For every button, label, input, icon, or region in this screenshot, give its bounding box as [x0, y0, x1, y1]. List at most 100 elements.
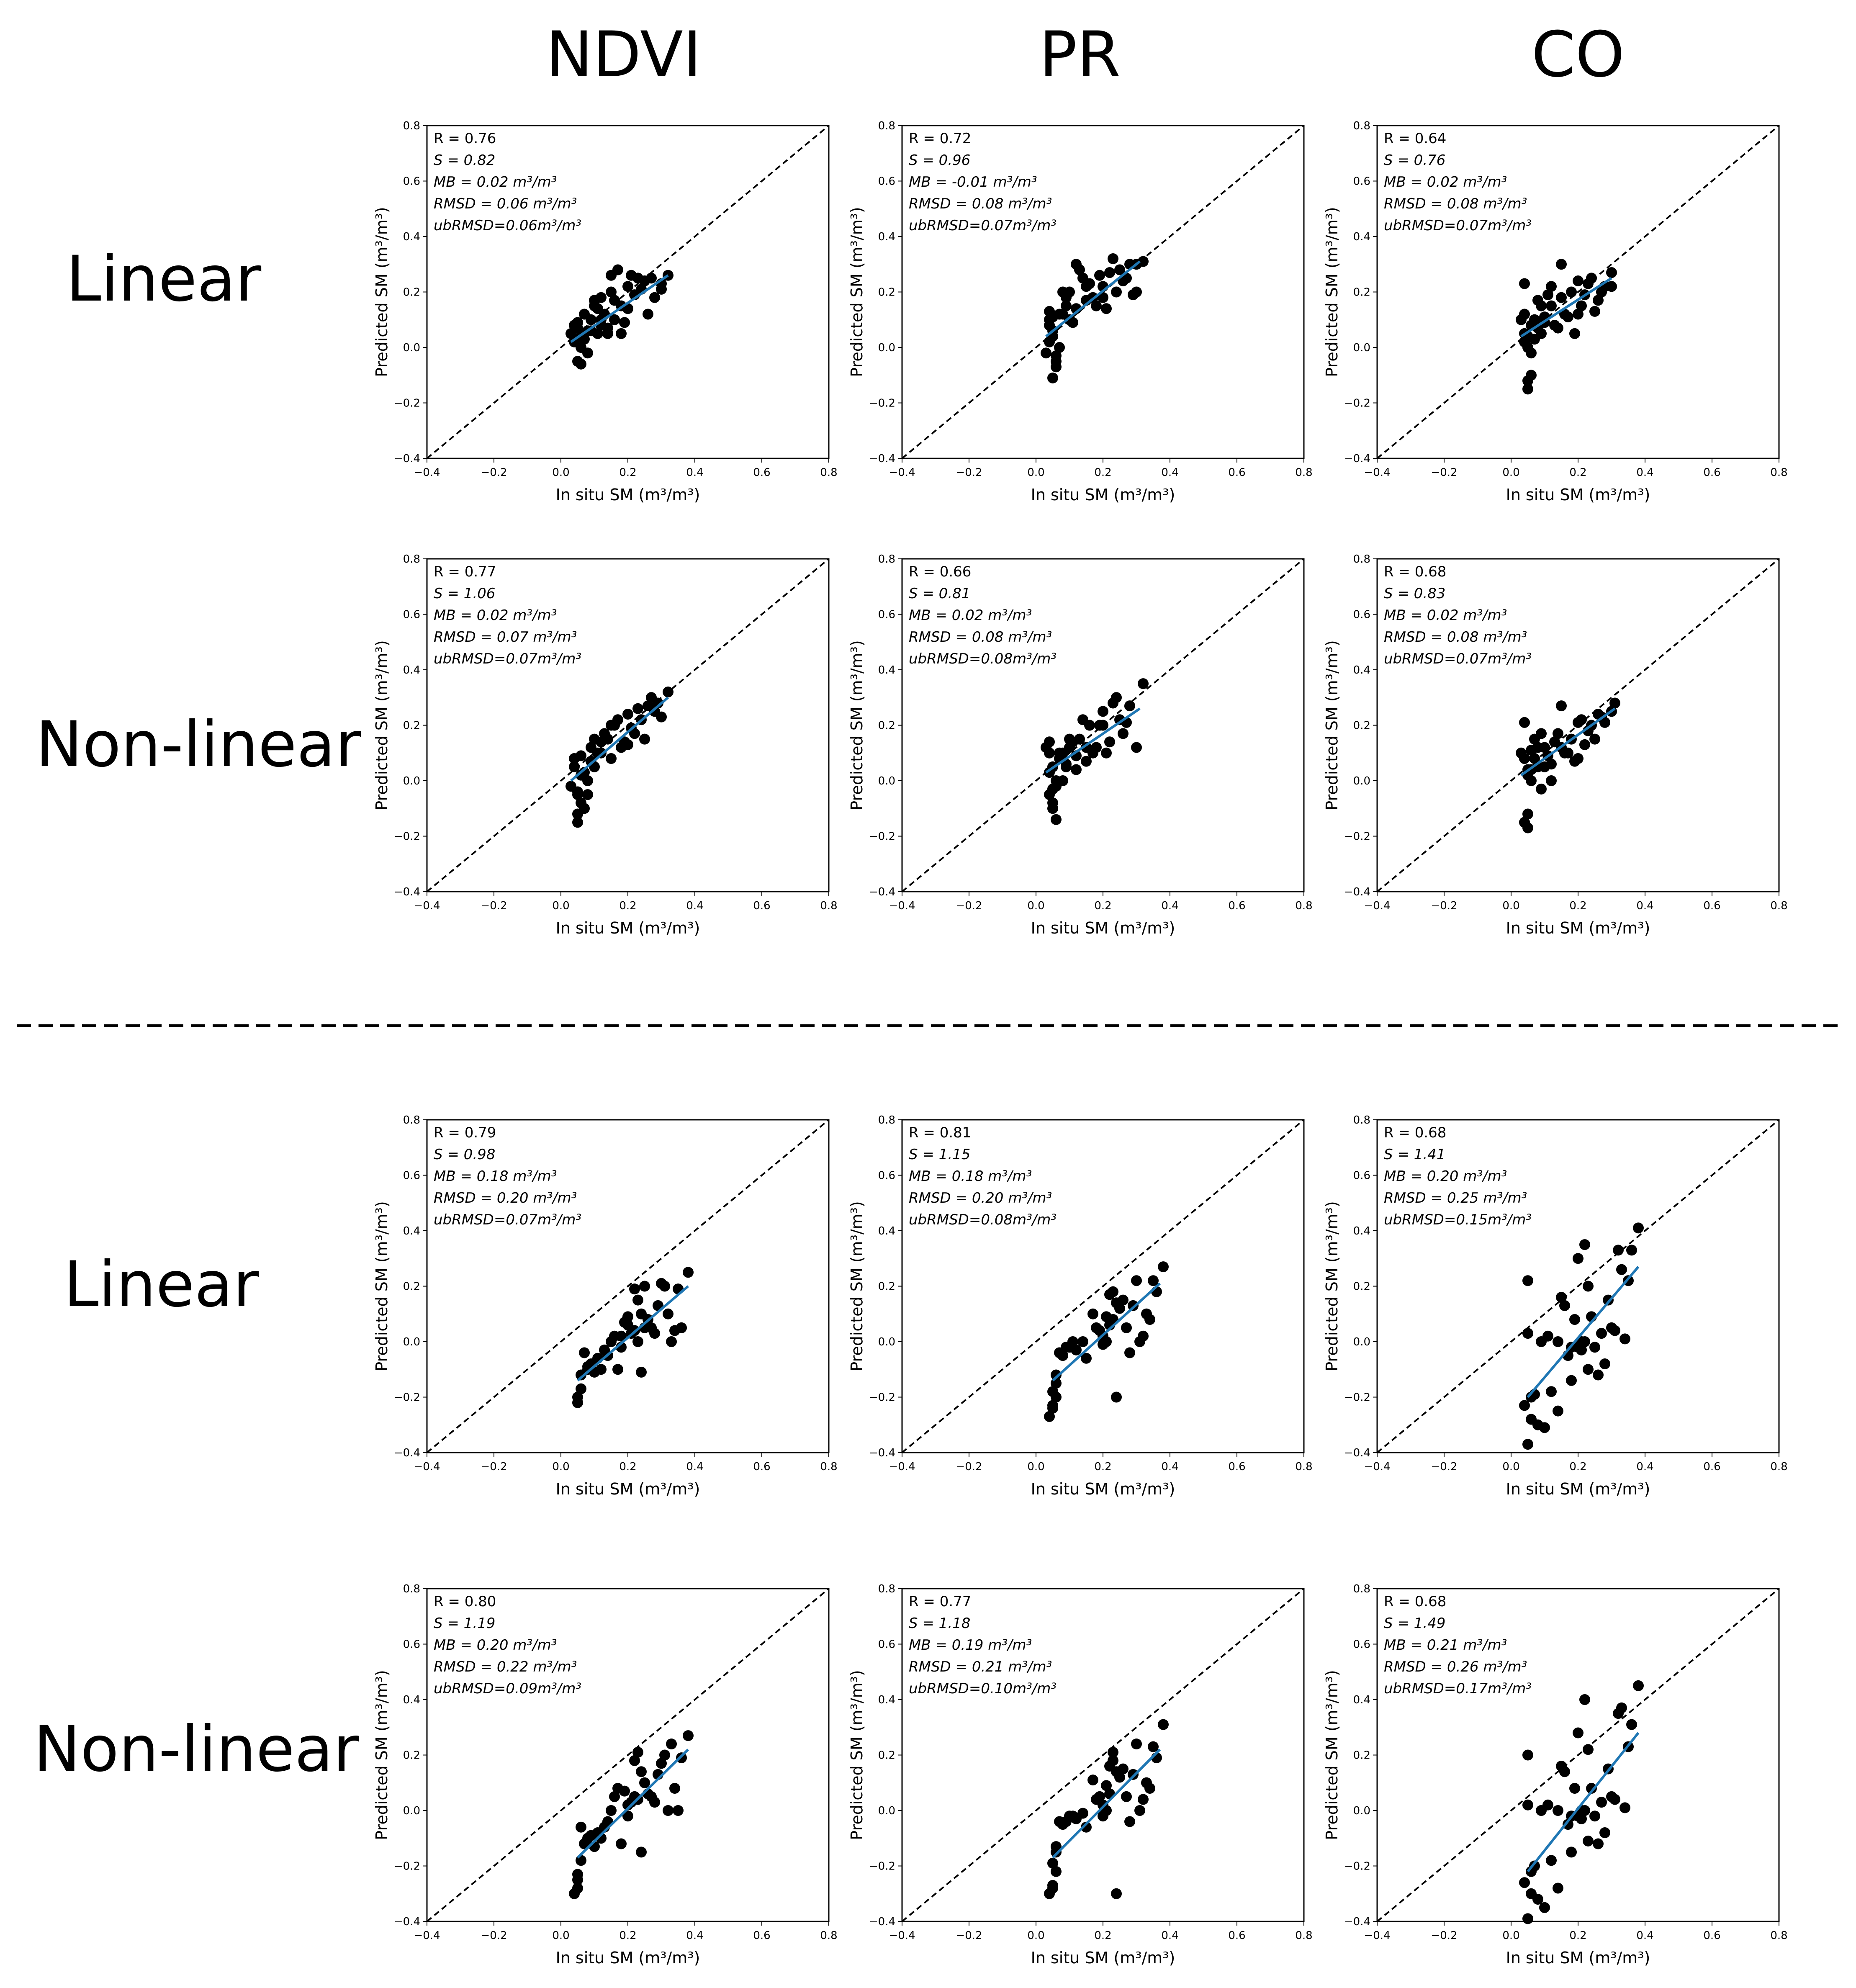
row-title-nonlinear-top: Non-linear	[36, 708, 361, 781]
data-point	[1094, 1325, 1105, 1336]
x-axis-label: In situ SM (m³/m³)	[1031, 919, 1175, 937]
data-point	[606, 270, 617, 281]
data-point	[1098, 720, 1108, 731]
y-tick-label: 0.2	[1353, 1281, 1370, 1293]
data-point	[1553, 1883, 1563, 1894]
x-tick-label: 0.8	[1295, 466, 1312, 479]
data-point	[1104, 267, 1115, 278]
x-tick-label: 0.0	[552, 1929, 569, 1942]
y-axis-label: Predicted SM (m³/m³)	[373, 207, 391, 377]
data-point	[1573, 275, 1584, 286]
data-point	[1589, 1811, 1600, 1822]
x-axis-label: In situ SM (m³/m³)	[1031, 1480, 1175, 1498]
y-tick-label: −0.2	[1344, 397, 1370, 410]
x-tick-label: 0.0	[1502, 1461, 1519, 1473]
stat-annotation: S = 0.98	[434, 1146, 495, 1163]
data-point	[636, 1766, 647, 1777]
x-axis-label: In situ SM (m³/m³)	[1506, 1949, 1650, 1967]
data-point	[1593, 1369, 1604, 1381]
x-tick-label: 0.8	[1770, 900, 1787, 912]
regression-line	[1051, 1749, 1161, 1859]
stat-annotation: ubRMSD=0.10m³/m³	[909, 1680, 1057, 1697]
data-point	[1108, 1755, 1118, 1766]
data-point	[1108, 697, 1118, 709]
x-tick-label: 0.2	[1094, 1461, 1111, 1473]
x-tick-label: −0.4	[414, 466, 440, 479]
x-tick-label: 0.8	[1295, 1929, 1312, 1942]
data-point	[1576, 300, 1587, 311]
x-tick-label: 0.2	[1569, 1929, 1586, 1942]
data-point	[1041, 347, 1051, 359]
stat-annotation: S = 0.76	[1384, 152, 1445, 169]
x-tick-label: 0.6	[753, 1461, 770, 1473]
column-title-co: CO	[1532, 18, 1625, 91]
data-point	[1047, 1857, 1058, 1869]
data-point	[1563, 311, 1573, 323]
scatter-panel: −0.4−0.4−0.2−0.20.00.00.20.20.40.40.60.6…	[1323, 1114, 1788, 1498]
y-axis-label: Predicted SM (m³/m³)	[373, 1670, 391, 1840]
stat-annotation: ubRMSD=0.07m³/m³	[434, 1211, 581, 1228]
data-point	[622, 1811, 633, 1822]
data-point	[1593, 1838, 1604, 1849]
y-tick-label: 0.2	[878, 286, 895, 299]
data-point	[622, 281, 633, 292]
data-point	[1071, 1344, 1082, 1355]
stat-annotation: MB = 0.02 m³/m³	[1384, 607, 1507, 624]
y-tick-label: −0.4	[869, 886, 895, 898]
data-point	[1067, 1336, 1078, 1347]
x-tick-label: 0.2	[1569, 1461, 1586, 1473]
y-tick-label: 0.6	[878, 1170, 895, 1182]
data-point	[1556, 700, 1567, 712]
regression-line	[570, 696, 669, 782]
y-tick-label: 0.6	[403, 609, 420, 621]
data-point	[582, 789, 593, 800]
data-point	[1114, 264, 1125, 275]
y-tick-label: 0.6	[878, 175, 895, 188]
data-point	[1522, 1749, 1533, 1761]
stat-annotation: R = 0.72	[909, 130, 971, 147]
data-point	[1051, 814, 1062, 825]
y-tick-label: 0.8	[878, 1114, 895, 1126]
y-tick-label: 0.2	[1353, 286, 1370, 299]
data-point	[1566, 286, 1577, 298]
x-tick-label: 0.0	[1027, 1461, 1044, 1473]
stat-annotation: S = 0.81	[909, 585, 970, 602]
stat-annotation: R = 0.68	[1384, 1593, 1446, 1610]
data-point	[1158, 1719, 1169, 1730]
stat-annotation: RMSD = 0.25 m³/m³	[1384, 1190, 1527, 1206]
y-tick-label: −0.2	[394, 1860, 420, 1873]
data-point	[599, 1344, 610, 1355]
data-point	[666, 1336, 677, 1347]
data-point	[609, 314, 620, 325]
data-point	[582, 347, 593, 359]
data-point	[1522, 822, 1533, 833]
regression-line	[1527, 1732, 1640, 1872]
scatter-panel: −0.4−0.4−0.2−0.20.00.00.20.20.40.40.60.6…	[1323, 1583, 1788, 1967]
data-point	[1054, 747, 1065, 759]
data-point	[1057, 286, 1068, 298]
y-tick-label: 0.8	[403, 120, 420, 132]
stat-annotation: S = 0.83	[1384, 585, 1445, 602]
data-point	[1559, 1766, 1570, 1777]
data-point	[606, 753, 617, 764]
data-point	[1057, 1350, 1068, 1361]
data-point	[572, 1874, 583, 1885]
data-point	[653, 697, 663, 709]
y-tick-label: −0.2	[869, 1860, 895, 1873]
data-point	[619, 317, 630, 328]
data-point	[1599, 1827, 1610, 1838]
x-tick-label: 0.4	[1161, 1461, 1178, 1473]
x-tick-label: −0.2	[481, 1461, 507, 1473]
data-point	[1118, 728, 1129, 739]
y-tick-label: 0.8	[878, 1583, 895, 1595]
stat-annotation: RMSD = 0.08 m³/m³	[1384, 629, 1527, 646]
y-tick-label: 0.4	[878, 1225, 895, 1237]
data-point	[1519, 717, 1530, 728]
data-point	[1609, 1325, 1620, 1336]
data-point	[1526, 347, 1537, 359]
x-tick-label: 0.8	[1770, 466, 1787, 479]
data-point	[1081, 756, 1092, 767]
data-point	[1128, 1300, 1139, 1311]
x-tick-label: 0.0	[1027, 1929, 1044, 1942]
data-point	[1134, 1805, 1145, 1816]
